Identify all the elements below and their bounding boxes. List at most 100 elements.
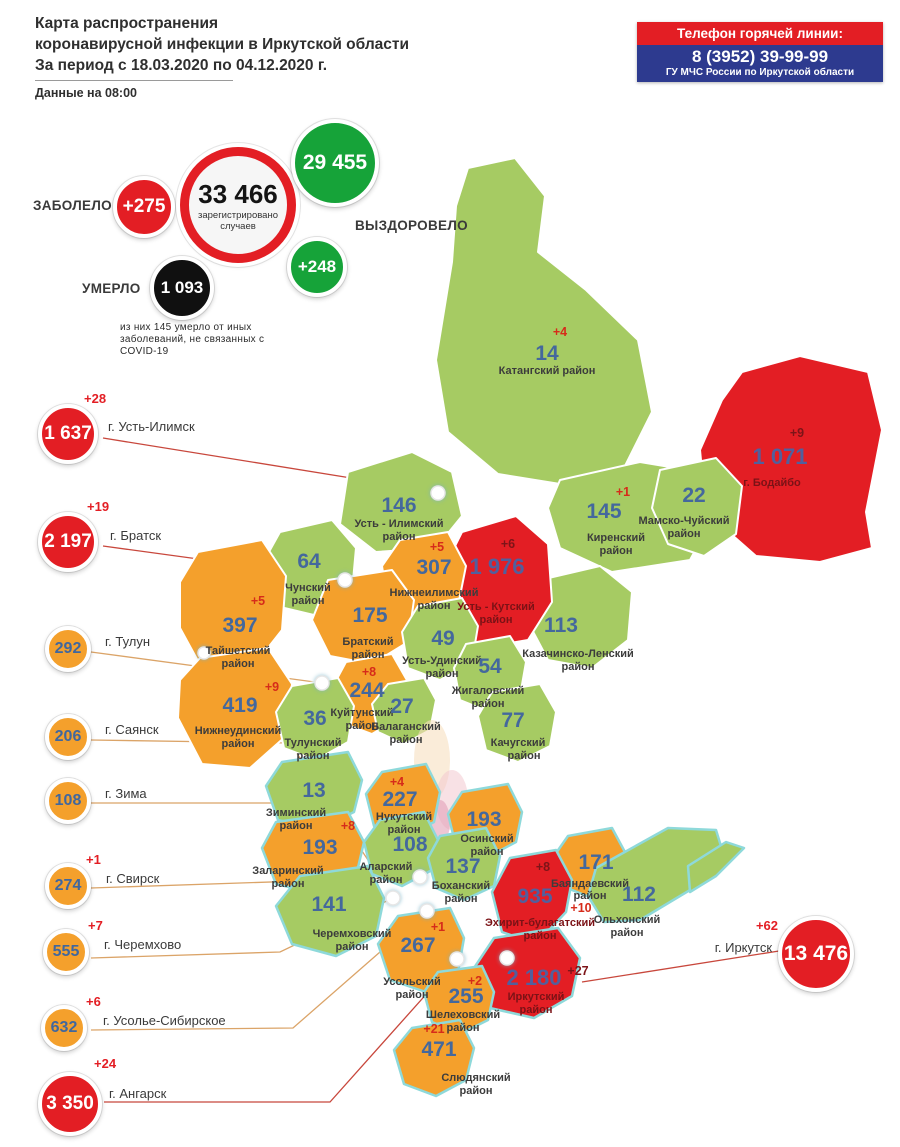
- district-label: район: [471, 846, 504, 858]
- city-delta: +62: [755, 918, 778, 933]
- district-delta: +1: [431, 920, 445, 934]
- district-label: район: [480, 614, 513, 626]
- district-label: Шелеховский: [426, 1009, 500, 1021]
- district-label: район: [280, 820, 313, 832]
- district-value: 471: [421, 1038, 456, 1061]
- district-ust-udinsky: 49 Усть-Удинский район: [402, 627, 482, 680]
- district-label: Братский: [342, 636, 393, 648]
- recovered-total-circle: 29 455: [291, 119, 379, 207]
- district-shape-shelekhovsky: [422, 964, 496, 1036]
- city-name: г. Свирск: [106, 871, 160, 886]
- district-delta: +8: [536, 860, 550, 874]
- city-delta: +1: [86, 852, 101, 867]
- district-bokhansky: 137 Боханский район: [432, 855, 490, 905]
- district-zhigalovsky: 54 Жигаловский район: [451, 655, 525, 710]
- district-cheremkhovsky: 141 Черемховский район: [311, 893, 391, 953]
- district-label: г. Бодайбо: [743, 477, 801, 489]
- city-marker-taishet: [197, 646, 211, 660]
- city-value: 13 476: [783, 942, 849, 965]
- city-value-circle: 632: [41, 1005, 87, 1051]
- city-name: г. Саянск: [105, 722, 159, 737]
- district-label: Черемховский: [313, 928, 392, 940]
- district-label: район: [447, 1022, 480, 1034]
- district-label: район: [445, 893, 478, 905]
- district-shape-katangsky: [435, 157, 653, 485]
- district-label: Нижнеилимский: [390, 587, 479, 599]
- district-ust-ilimsky: 146 Усть - Илимский район: [355, 494, 444, 543]
- city-name: г. Черемхово: [104, 937, 182, 952]
- district-value: 267: [400, 934, 435, 957]
- data-updated-label: Данные на 08:00: [35, 86, 138, 100]
- district-shape-nizhneudinsky: [177, 647, 293, 769]
- district-value: 49: [431, 627, 454, 650]
- city-value-circle: 13 476: [778, 916, 854, 992]
- district-label: Жигаловский: [451, 685, 525, 697]
- district-irkutsky: +27 2 180 Иркутский район: [506, 964, 588, 1016]
- district-chunsky: 64 Чунский район: [285, 550, 331, 607]
- district-label: Казачинско-Ленский: [522, 648, 634, 660]
- city-name: г. Усть-Илимск: [108, 419, 195, 434]
- city-value-circle: 206: [45, 714, 91, 760]
- city-value-circle: 555: [43, 929, 89, 975]
- district-label: Осинский: [460, 833, 513, 845]
- district-value: 397: [222, 614, 257, 637]
- infected-delta: +275: [122, 196, 166, 217]
- district-label: район: [426, 668, 459, 680]
- city-value-circle: 292: [45, 626, 91, 672]
- hotline-body: 8 (3952) 39-99-99 ГУ МЧС России по Иркут…: [637, 45, 883, 82]
- district-label: район: [388, 824, 421, 836]
- district-value: 2 180: [506, 965, 561, 990]
- district-label: Ольхонский: [594, 914, 661, 926]
- district-label: Аларский: [360, 861, 413, 873]
- district-value: 113: [544, 614, 578, 637]
- city-value-circle: 3 350: [38, 1072, 102, 1136]
- district-value: 193: [466, 808, 501, 831]
- city-name: г. Ангарск: [109, 1086, 167, 1101]
- city-value: 274: [54, 877, 82, 894]
- district-label: Куйтунский: [330, 707, 393, 719]
- title-line3: За период с 18.03.2020 по 04.12.2020 г.: [35, 57, 328, 74]
- district-value: 13: [302, 779, 325, 802]
- district-delta: +4: [390, 775, 404, 789]
- district-balagansky: 27 Балаганский район: [371, 695, 441, 746]
- city-marker-cheremkhovo: [385, 890, 401, 906]
- city-value: 206: [54, 728, 82, 745]
- district-label: район: [600, 545, 633, 557]
- district-value: 227: [382, 788, 417, 811]
- district-label: Нукутский: [376, 811, 432, 823]
- district-shape-mamsko-chuisky: [651, 457, 743, 557]
- district-label: Слюдянский: [441, 1072, 510, 1084]
- district-label: Балаганский: [371, 721, 441, 733]
- district-delta: +9: [790, 426, 804, 440]
- district-delta: +9: [265, 680, 279, 694]
- district-value: 419: [222, 694, 257, 717]
- district-label: район: [346, 720, 379, 732]
- district-label: Чунский: [285, 582, 331, 594]
- district-delta: +8: [341, 819, 355, 833]
- district-nizhneilimsky: +5 307 Нижнеилимский район: [390, 540, 479, 612]
- city-marker-usolye: [419, 903, 435, 919]
- district-delta: +5: [251, 594, 265, 608]
- district-label: Катангский район: [499, 365, 596, 377]
- district-label: район: [390, 734, 423, 746]
- hotline-org: ГУ МЧС России по Иркутской области: [665, 67, 855, 78]
- district-osinsky: 193 Осинский район: [460, 808, 513, 858]
- city-delta: +28: [84, 391, 107, 406]
- district-label: район: [524, 930, 557, 942]
- district-label: район: [460, 1085, 493, 1097]
- district-label: Заларинский: [252, 865, 323, 877]
- city-delta: +19: [87, 499, 110, 514]
- district-nukutsky: +4 227 Нукутский район: [376, 775, 432, 836]
- district-kachugsky: 77 Качугский район: [491, 709, 546, 762]
- district-bodaibo: +9 1 071 г. Бодайбо: [743, 426, 807, 489]
- district-kuitunsky: +8 244 Куйтунский район: [330, 665, 393, 732]
- district-label: район: [611, 927, 644, 939]
- district-value: 64: [297, 550, 321, 573]
- district-value: 935: [517, 885, 552, 908]
- district-label: район: [297, 750, 330, 762]
- district-delta: +8: [362, 665, 376, 679]
- district-value: 1 071: [752, 444, 807, 469]
- district-shape-tulunsky: [275, 677, 355, 761]
- city-name: г. Тулун: [105, 634, 151, 649]
